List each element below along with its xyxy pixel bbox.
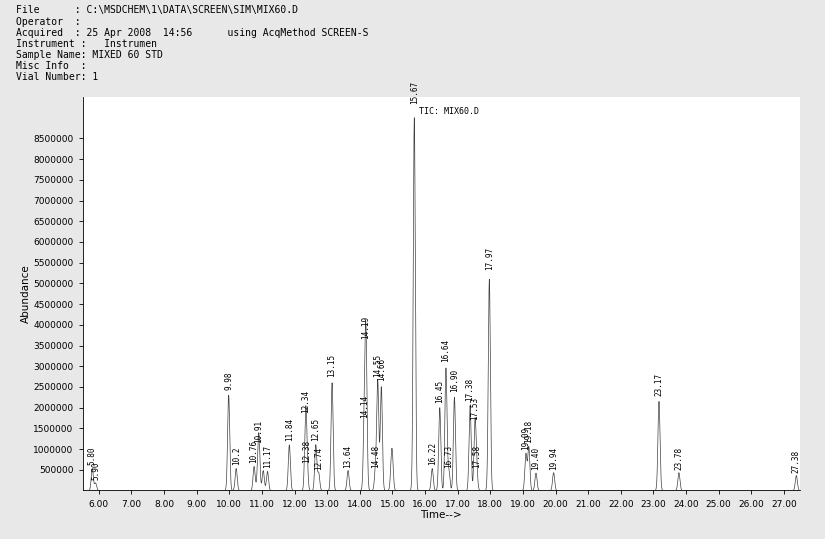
Text: Instrument :   Instrumen: Instrument : Instrumen	[16, 39, 158, 49]
Text: 14.19: 14.19	[361, 315, 370, 338]
Text: 19.94: 19.94	[549, 446, 558, 469]
Text: Acquired  : 25 Apr 2008  14:56      using AcqMethod SCREEN-S: Acquired : 25 Apr 2008 14:56 using AcqMe…	[16, 27, 369, 38]
Text: 17.38: 17.38	[465, 377, 474, 400]
Text: 10.2: 10.2	[232, 447, 241, 465]
Text: Misc Info  :: Misc Info :	[16, 61, 87, 71]
Text: 23.78: 23.78	[674, 446, 683, 469]
Text: Operator  :: Operator :	[16, 17, 81, 26]
Text: 27.38: 27.38	[792, 450, 801, 473]
Text: 10.76: 10.76	[250, 440, 258, 463]
Text: 13.64: 13.64	[343, 444, 352, 467]
Text: 5.90: 5.90	[91, 462, 100, 480]
Text: 14.55: 14.55	[373, 354, 382, 377]
Text: TIC: MIX60.D: TIC: MIX60.D	[419, 107, 479, 116]
Text: 17.58: 17.58	[472, 444, 481, 467]
Text: 16.90: 16.90	[450, 369, 459, 392]
Text: 15.67: 15.67	[410, 81, 419, 104]
Text: 17.53: 17.53	[470, 397, 479, 420]
Text: 19.09: 19.09	[521, 427, 530, 451]
Text: 13.15: 13.15	[328, 354, 337, 377]
Text: 16.45: 16.45	[436, 379, 444, 403]
Text: 11.84: 11.84	[285, 418, 294, 441]
Text: Vial Number: 1: Vial Number: 1	[16, 72, 99, 82]
Text: 12.38: 12.38	[303, 440, 312, 463]
Text: Sample Name: MIXED 60 STD: Sample Name: MIXED 60 STD	[16, 50, 163, 60]
Text: 17.97: 17.97	[485, 247, 494, 271]
Text: 19.40: 19.40	[531, 447, 540, 470]
Text: 12.34: 12.34	[301, 390, 310, 413]
Text: 16.73: 16.73	[445, 444, 454, 467]
Y-axis label: Abundance: Abundance	[21, 265, 31, 323]
Text: 12.65: 12.65	[311, 418, 320, 441]
Text: 14.48: 14.48	[371, 444, 380, 467]
Text: 5.80: 5.80	[87, 447, 97, 465]
Text: 14.66: 14.66	[377, 358, 386, 382]
X-axis label: Time-->: Time-->	[421, 510, 462, 520]
Text: 14.14: 14.14	[360, 395, 369, 418]
Text: 12.74: 12.74	[314, 447, 323, 470]
Text: 23.17: 23.17	[654, 373, 663, 396]
Text: 16.22: 16.22	[427, 443, 436, 465]
Text: File      : C:\MSDCHEM\1\DATA\SCREEN\SIM\MIX60.D: File : C:\MSDCHEM\1\DATA\SCREEN\SIM\MIX6…	[16, 5, 299, 16]
Text: 16.64: 16.64	[441, 339, 450, 362]
Text: 19.18: 19.18	[525, 420, 533, 443]
Text: 9.98: 9.98	[224, 371, 233, 390]
Text: 11.17: 11.17	[263, 445, 272, 468]
Text: 10.91: 10.91	[254, 420, 263, 443]
